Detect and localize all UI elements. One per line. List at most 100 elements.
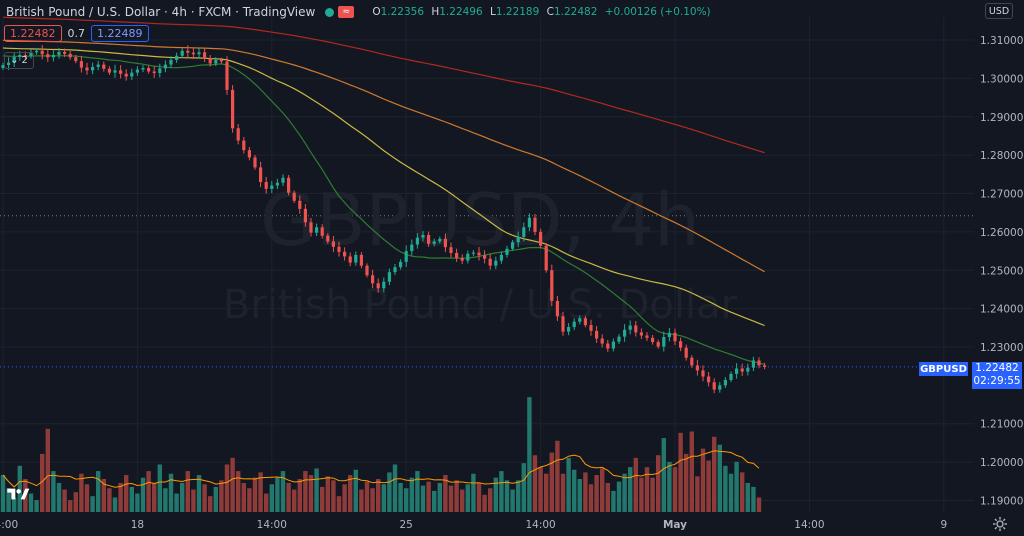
- volume-bar: [499, 471, 504, 512]
- candle-body: [247, 150, 251, 158]
- volume-bar: [28, 493, 34, 512]
- volume-bar: [717, 444, 722, 512]
- candle-body: [376, 283, 380, 289]
- candle-body: [735, 368, 739, 374]
- candle-body: [628, 325, 632, 330]
- volume-bar: [460, 489, 465, 512]
- candle-body: [169, 59, 173, 65]
- volume-bar: [678, 432, 683, 512]
- candle-body: [499, 254, 503, 261]
- candle-body: [466, 253, 470, 261]
- candle-body: [197, 52, 201, 55]
- candle-body: [600, 338, 604, 344]
- volume-bar: [219, 480, 224, 512]
- volume-bar: [224, 464, 230, 512]
- candle-body: [639, 332, 643, 336]
- volume-bar: [129, 486, 134, 512]
- price-axis[interactable]: 1.31000 1.30000 1.29000 1.28000 1.27000 1.260…: [980, 35, 1023, 507]
- price-tick-label: 1.26000: [980, 227, 1023, 239]
- candle-body: [555, 300, 559, 317]
- tradingview-logo-icon[interactable]: [6, 484, 30, 504]
- symbol-title[interactable]: British Pound / U.S. Dollar · 4h · FXCM …: [6, 5, 316, 19]
- volume-bar: [756, 497, 762, 512]
- volume-bar: [488, 488, 493, 512]
- candle-body: [679, 341, 683, 348]
- candle-body: [85, 67, 89, 71]
- volume-bar: [387, 472, 392, 512]
- candle-body: [219, 59, 223, 62]
- candle-body: [292, 192, 296, 201]
- candle-body: [141, 68, 145, 70]
- sell-button[interactable]: 1.22482: [4, 25, 62, 42]
- volume-bar: [493, 477, 498, 512]
- indicators-toggle-button[interactable]: ⌄ 2: [4, 52, 34, 69]
- candles: [1, 45, 767, 394]
- candle-body: [662, 337, 666, 347]
- volume-bar: [348, 475, 353, 512]
- candle-body: [147, 68, 151, 72]
- price-tick-label: 1.24000: [980, 304, 1023, 316]
- volume-bar: [745, 482, 750, 512]
- market-status[interactable]: ≈: [325, 6, 355, 18]
- volume-bar: [107, 488, 112, 512]
- volume-bar: [258, 472, 263, 512]
- volume-bar: [325, 476, 330, 512]
- candle-body: [18, 54, 22, 57]
- candle-body: [718, 385, 722, 390]
- volume-bar: [426, 481, 431, 512]
- volume-bar: [448, 485, 454, 512]
- ohlc-values: O1.22356 H1.22496 L1.22189 C1.22482 +0.0…: [372, 6, 714, 18]
- volume-bar: [633, 457, 638, 512]
- volume-bar: [605, 482, 610, 512]
- candle-body: [382, 281, 386, 289]
- volume-bar: [672, 467, 678, 512]
- volume-bar: [734, 461, 739, 512]
- ohlc-high-key: H: [431, 6, 440, 18]
- volume-bar: [656, 455, 661, 512]
- volume-bar: [40, 453, 45, 512]
- candle-body: [208, 58, 212, 64]
- candle-body: [651, 337, 655, 343]
- volume-bar: [706, 460, 711, 512]
- volume-bar: [275, 477, 280, 512]
- candle-body: [331, 241, 335, 247]
- candle-body: [471, 252, 475, 254]
- settings-gear-icon[interactable]: [992, 516, 1008, 532]
- volume-bar: [628, 467, 633, 512]
- candle-body: [158, 68, 162, 74]
- price-tick-label: 1.19000: [980, 495, 1023, 507]
- volume-bar: [684, 453, 689, 512]
- candle-body: [723, 380, 727, 386]
- candle-body: [175, 55, 179, 60]
- volume-bar: [740, 472, 745, 512]
- candle-body: [438, 238, 442, 242]
- volume-bars: [0, 397, 762, 512]
- volume-bar: [180, 482, 185, 512]
- volume-bar: [152, 482, 157, 512]
- time-tick-label: 18: [131, 519, 144, 531]
- volume-bar: [437, 482, 442, 512]
- candle-body: [23, 54, 27, 56]
- candle-body: [1, 64, 5, 69]
- volume-bar: [342, 484, 347, 512]
- candle-body: [124, 73, 128, 77]
- volume-bar: [728, 473, 734, 512]
- time-axis[interactable]: 14:001814:002514:00May14:00914:001614:00…: [0, 519, 1024, 531]
- candle-body: [51, 54, 55, 58]
- volume-bar: [264, 493, 269, 512]
- volume-bar: [101, 479, 106, 512]
- candle-body: [354, 254, 358, 263]
- volume-bar: [588, 484, 594, 512]
- buy-button[interactable]: 1.22489: [91, 25, 149, 42]
- candle-body: [645, 335, 649, 338]
- candle-body: [91, 66, 95, 71]
- volume-bar: [622, 473, 627, 512]
- volume-bar: [482, 494, 487, 512]
- volume-bar: [409, 477, 414, 512]
- candle-body: [432, 241, 436, 244]
- volume-bar: [712, 436, 717, 512]
- volume-bar: [286, 482, 291, 512]
- currency-button[interactable]: USD: [985, 3, 1013, 19]
